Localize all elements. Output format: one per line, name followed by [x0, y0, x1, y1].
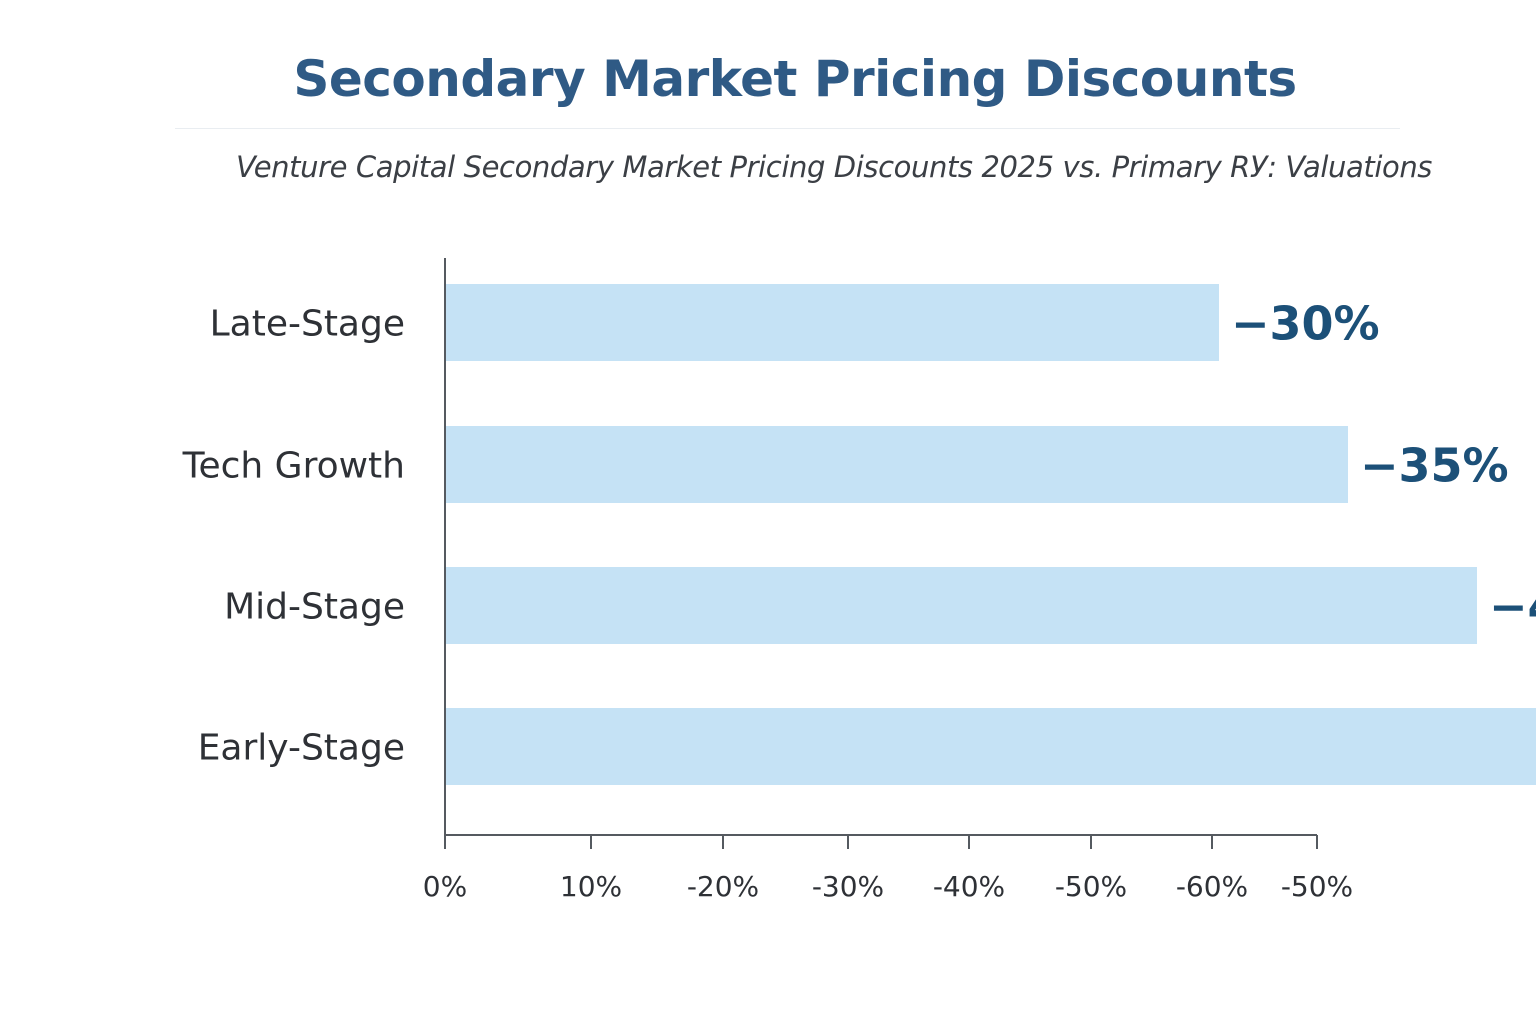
chart-title: Secondary Market Pricing Discounts	[293, 50, 1297, 108]
bar-1	[445, 426, 1348, 503]
chart-subtitle: Venture Capital Secondary Market Pricing…	[236, 150, 1433, 184]
title-divider	[175, 128, 1400, 129]
x-tick-label: -30%	[812, 870, 884, 903]
x-tick-label: 10%	[560, 870, 622, 903]
bar-3	[445, 708, 1536, 785]
x-tick-label: -20%	[687, 870, 759, 903]
category-label: Mid-Stage	[224, 587, 405, 628]
x-tick-label: -40%	[933, 870, 1005, 903]
x-tick-label: 0%	[423, 870, 467, 903]
bar-0	[445, 284, 1219, 361]
bars-layer: Late-Stage −30% Tech Growth −35% Mid-Stage −4…	[182, 284, 1536, 785]
bar-2	[445, 567, 1477, 644]
axis-layer: 0% 10% -20% -30% -40% -50% -60% -50%	[423, 258, 1353, 903]
category-label: Late-Stage	[210, 304, 405, 345]
data-label: −35%	[1360, 439, 1509, 493]
data-label: −40%	[1489, 580, 1536, 634]
data-label: −30%	[1231, 297, 1380, 351]
x-tick-label: -50%	[1281, 870, 1353, 903]
category-label: Early-Stage	[198, 728, 405, 769]
x-tick-label: -60%	[1176, 870, 1248, 903]
category-label: Tech Growth	[182, 446, 405, 487]
x-tick-label: -50%	[1055, 870, 1127, 903]
